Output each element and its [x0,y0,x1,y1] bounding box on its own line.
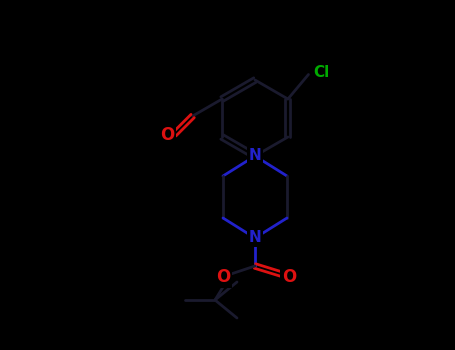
Text: N: N [248,148,261,163]
Text: N: N [248,231,261,245]
Text: Cl: Cl [313,65,329,80]
Text: O: O [160,126,174,145]
Text: O: O [216,268,230,286]
Text: O: O [282,268,296,286]
